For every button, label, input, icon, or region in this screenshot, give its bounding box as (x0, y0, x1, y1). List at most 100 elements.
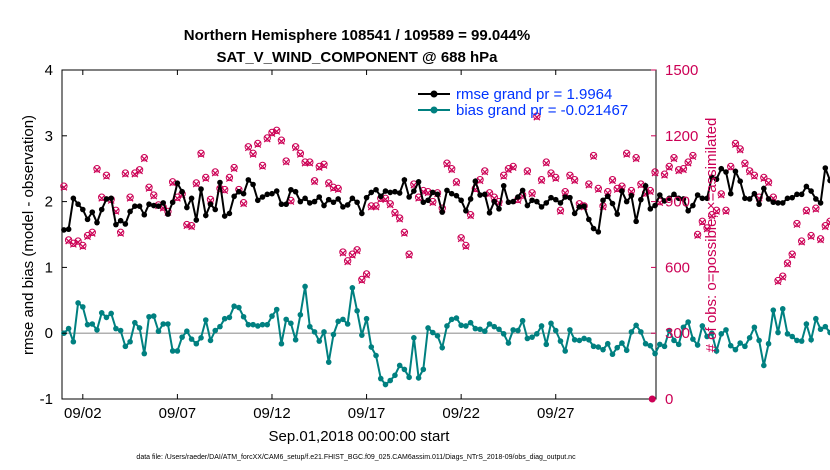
obs-possible-point (386, 200, 394, 208)
bias-point (661, 343, 668, 350)
bias-point (444, 323, 450, 329)
rmse-point (491, 198, 498, 205)
obs-possible-point (542, 158, 550, 166)
obs-assimilated-point (542, 159, 550, 167)
obs-possible-point (712, 206, 721, 215)
obs-possible-point (708, 211, 716, 219)
bias-point (273, 306, 280, 313)
rmse-point (713, 176, 720, 183)
rmse-point (254, 197, 261, 204)
bias-point (562, 348, 568, 354)
obs-possible-point (812, 204, 820, 212)
obs-assimilated-point (292, 144, 300, 152)
obs-assimilated-point (675, 167, 683, 175)
rmse-point (458, 197, 464, 204)
rmse-point (524, 202, 531, 209)
obs-possible-point (528, 189, 536, 197)
bias-point (690, 336, 696, 342)
rmse-point (444, 187, 450, 194)
rmse-point (103, 196, 110, 202)
rmse-point (269, 190, 275, 197)
rmse-point (453, 192, 460, 199)
rmse-point (595, 229, 602, 235)
bias-point (756, 337, 762, 344)
rmse-point (98, 206, 105, 213)
bias-point (349, 284, 356, 291)
bias-point (477, 326, 483, 333)
bias-point (264, 321, 271, 328)
rmse-point (179, 188, 185, 195)
obs-possible-point (764, 178, 773, 186)
obs-assimilated-point (150, 192, 158, 200)
obs-possible-point (192, 179, 201, 187)
obs-assimilated-point (727, 164, 735, 172)
obs-possible-point (750, 171, 759, 179)
obs-assimilated-point (320, 161, 328, 169)
rmse-point (751, 190, 758, 197)
bias-point (103, 314, 110, 321)
obs-assimilated-point (462, 243, 470, 250)
obs-assimilated-point (173, 194, 181, 202)
bias-point (576, 337, 583, 344)
rmse-point (363, 194, 370, 201)
obs-assimilated-point (637, 181, 645, 189)
y2-tick-label: 900 (665, 194, 690, 211)
obs-possible-point (594, 184, 603, 193)
bias-point (236, 304, 242, 311)
obs-possible-point (249, 149, 257, 158)
bias-point (571, 336, 578, 343)
rmse-point (604, 193, 611, 200)
rmse-point (150, 202, 157, 209)
bias-point (590, 343, 597, 350)
rmse-point (685, 208, 691, 214)
bias-point (543, 341, 550, 348)
rmse-point (89, 209, 96, 215)
obs-assimilated-point (410, 181, 418, 189)
obs-assimilated-point (244, 144, 252, 152)
obs-possible-point (135, 166, 144, 174)
bias-point (98, 310, 105, 316)
bias-point (439, 344, 446, 351)
rmse-point (633, 218, 639, 225)
y2-tick-label: 300 (665, 325, 690, 342)
bias-point (467, 319, 474, 326)
obs-assimilated-point (278, 137, 285, 145)
obs-assimilated-point (84, 233, 91, 241)
plot-area (61, 69, 657, 400)
obs-possible-point (466, 211, 475, 219)
legend-rmse-marker (430, 90, 438, 98)
obs-assimilated-point (372, 203, 380, 211)
obs-assimilated-point (315, 164, 323, 172)
rmse-point (226, 210, 233, 217)
rmse-point (245, 177, 252, 183)
legend-rmse-text: rmse grand pr = 1.9964 (456, 86, 612, 103)
obs-possible-point (211, 168, 219, 176)
x-tick-label: 09/02 (64, 405, 102, 422)
obs-assimilated-point (684, 159, 692, 167)
bias-point (269, 313, 275, 319)
rmse-point (543, 200, 550, 206)
bias-point (761, 362, 767, 369)
rmse-point (368, 189, 375, 196)
rmse-point (292, 188, 299, 195)
obs-assimilated-point (661, 171, 668, 179)
obs-possible-point (239, 198, 248, 207)
bias-point (307, 323, 313, 330)
obs-assimilated-point (590, 153, 597, 161)
rmse-point (434, 191, 441, 198)
rmse-point (429, 189, 436, 196)
rmse-point (609, 200, 616, 207)
bias-point (207, 337, 214, 344)
obs-possible-point (622, 149, 631, 158)
bias-point (770, 307, 777, 313)
y-tick-label: -1 (40, 391, 53, 408)
obs-assimilated-point (481, 168, 489, 176)
obs-assimilated-point (60, 183, 68, 191)
obs-assimilated-point (240, 200, 248, 208)
rmse-point (656, 192, 663, 198)
obs-possible-point (140, 154, 148, 162)
obs-possible-point (405, 250, 413, 258)
rmse-point (160, 200, 167, 206)
obs-assimilated-point (784, 260, 791, 268)
chart-subtitle: SAT_V_WIND_COMPONENT @ 688 hPa (216, 49, 498, 66)
